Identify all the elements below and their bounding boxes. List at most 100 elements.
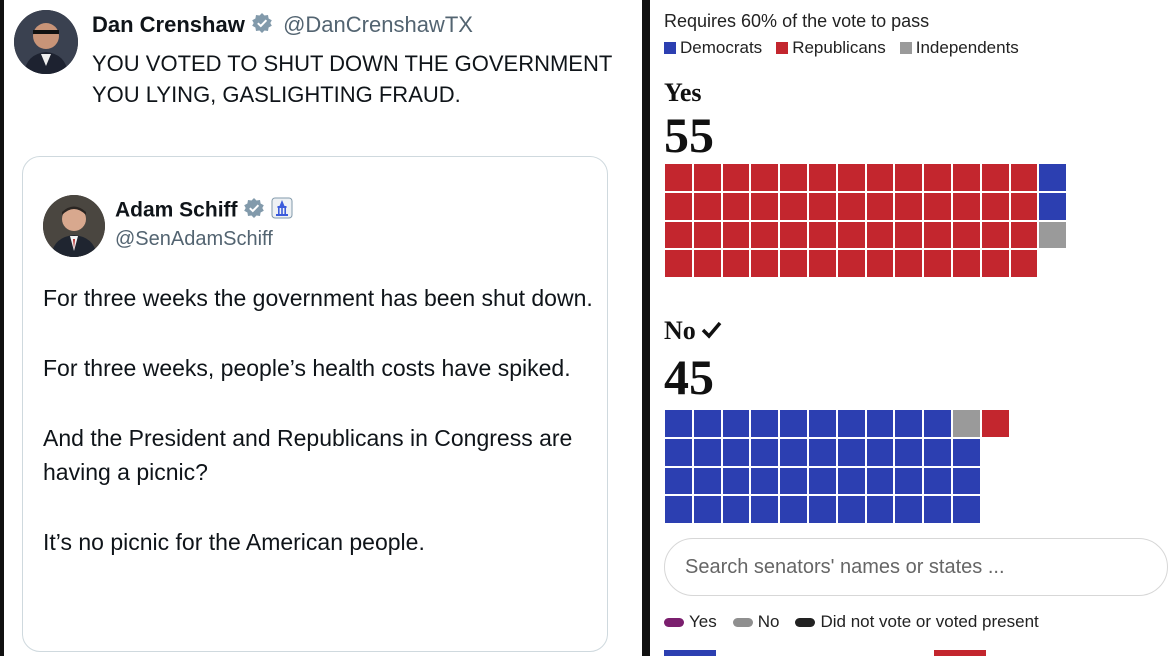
no-seat-democrat[interactable] [808,495,837,525]
no-seat-democrat[interactable] [692,495,722,525]
quoted-author-name[interactable]: Adam Schiff [115,198,238,222]
no-seat-democrat[interactable] [750,495,780,525]
no-seat-democrat[interactable] [692,466,722,496]
no-seat-democrat[interactable] [808,409,837,438]
no-seat-democrat[interactable] [865,437,895,467]
no-seat-democrat[interactable] [836,409,866,438]
yes-seat-republican[interactable] [721,191,751,221]
no-seat-democrat[interactable] [865,409,895,438]
yes-seat-republican[interactable] [808,163,837,192]
no-seat-democrat[interactable] [894,409,924,438]
no-seat-democrat[interactable] [779,495,808,525]
quoted-author-avatar[interactable] [43,195,105,257]
yes-seat-republican[interactable] [808,220,837,250]
yes-seat-republican[interactable] [836,163,866,192]
yes-seat-republican[interactable] [1009,249,1039,279]
no-seat-democrat[interactable] [664,466,693,496]
yes-seat-independent[interactable] [1038,220,1068,250]
no-seat-democrat[interactable] [923,466,952,496]
no-seat-democrat[interactable] [692,437,722,467]
no-seat-democrat[interactable] [779,437,808,467]
yes-seat-republican[interactable] [1009,163,1039,192]
no-seat-democrat[interactable] [923,437,952,467]
yes-seat-republican[interactable] [836,191,866,221]
no-seat-democrat[interactable] [894,466,924,496]
yes-seat-republican[interactable] [952,220,981,250]
no-seat-democrat[interactable] [750,466,780,496]
no-seat-democrat[interactable] [865,495,895,525]
yes-seat-republican[interactable] [692,220,722,250]
no-seat-democrat[interactable] [750,409,780,438]
senator-search-input[interactable] [664,538,1168,596]
author-avatar[interactable] [14,10,78,74]
no-seat-democrat[interactable] [721,466,751,496]
no-seat-independent[interactable] [952,409,981,438]
no-seat-democrat[interactable] [721,495,751,525]
yes-seat-republican[interactable] [952,163,981,192]
yes-seat-republican[interactable] [894,249,924,279]
yes-seat-republican[interactable] [692,191,722,221]
yes-seat-republican[interactable] [750,249,780,279]
yes-seat-republican[interactable] [808,191,837,221]
yes-seat-republican[interactable] [692,249,722,279]
yes-seat-republican[interactable] [865,191,895,221]
no-seat-democrat[interactable] [923,409,952,438]
no-seat-democrat[interactable] [923,495,952,525]
yes-seat-republican[interactable] [721,220,751,250]
yes-seat-republican[interactable] [952,249,981,279]
yes-seat-republican[interactable] [836,249,866,279]
yes-seat-republican[interactable] [836,220,866,250]
no-seat-democrat[interactable] [808,466,837,496]
yes-seat-democrat[interactable] [1038,163,1068,192]
no-seat-democrat[interactable] [664,437,693,467]
yes-seat-republican[interactable] [750,163,780,192]
yes-seat-republican[interactable] [664,220,693,250]
no-seat-democrat[interactable] [952,437,981,467]
quoted-author-handle[interactable]: @SenAdamSchiff [115,228,273,250]
no-seat-democrat[interactable] [952,466,981,496]
no-seat-democrat[interactable] [865,466,895,496]
yes-seat-republican[interactable] [865,249,895,279]
no-seat-republican[interactable] [980,409,1010,438]
no-seat-democrat[interactable] [808,437,837,467]
no-seat-democrat[interactable] [779,466,808,496]
yes-seat-republican[interactable] [980,163,1010,192]
no-seat-democrat[interactable] [750,437,780,467]
no-seat-democrat[interactable] [664,409,693,438]
yes-seat-republican[interactable] [923,220,952,250]
yes-seat-republican[interactable] [779,220,808,250]
no-seat-democrat[interactable] [721,409,751,438]
yes-seat-republican[interactable] [923,249,952,279]
yes-seat-republican[interactable] [980,249,1010,279]
yes-seat-republican[interactable] [1009,191,1039,221]
yes-seat-republican[interactable] [779,191,808,221]
no-seat-democrat[interactable] [836,466,866,496]
author-name[interactable]: Dan Crenshaw [92,12,245,37]
yes-seat-republican[interactable] [664,191,693,221]
no-seat-democrat[interactable] [692,409,722,438]
yes-seat-republican[interactable] [865,163,895,192]
quoted-tweet-card[interactable]: Adam Schiff @SenAdamSchiff For three wee… [22,156,608,652]
yes-seat-republican[interactable] [894,163,924,192]
no-seat-democrat[interactable] [952,495,981,525]
yes-seat-republican[interactable] [779,249,808,279]
yes-seat-republican[interactable] [980,191,1010,221]
yes-seat-republican[interactable] [1009,220,1039,250]
yes-seat-democrat[interactable] [1038,191,1068,221]
yes-seat-republican[interactable] [923,191,952,221]
no-seat-democrat[interactable] [836,437,866,467]
no-seat-democrat[interactable] [664,495,693,525]
yes-seat-republican[interactable] [750,191,780,221]
no-seat-democrat[interactable] [779,409,808,438]
yes-seat-republican[interactable] [894,191,924,221]
yes-seat-republican[interactable] [664,249,693,279]
author-handle[interactable]: @DanCrenshawTX [283,12,473,37]
yes-seat-republican[interactable] [808,249,837,279]
yes-seat-republican[interactable] [664,163,693,192]
yes-seat-republican[interactable] [865,220,895,250]
yes-seat-republican[interactable] [980,220,1010,250]
no-seat-democrat[interactable] [894,437,924,467]
no-seat-democrat[interactable] [721,437,751,467]
yes-seat-republican[interactable] [721,249,751,279]
no-seat-democrat[interactable] [894,495,924,525]
